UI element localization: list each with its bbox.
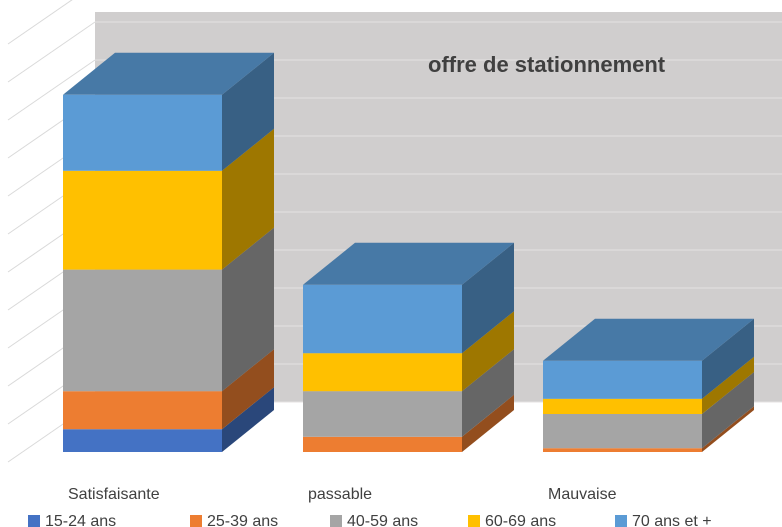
- legend-swatch: [190, 515, 202, 527]
- bar-side: [462, 394, 514, 452]
- bar-segment: [303, 436, 462, 452]
- grid-line: [7, 0, 73, 45]
- legend-label: 15-24 ans: [45, 513, 116, 527]
- bar-segment: [303, 353, 462, 392]
- bar-side: [462, 311, 514, 392]
- bar-segment: [543, 398, 702, 414]
- bar-top: [303, 242, 514, 285]
- bar-top: [63, 52, 274, 95]
- grid-line: [7, 21, 96, 83]
- bar-segment: [63, 94, 222, 171]
- bar-side: [702, 372, 754, 449]
- bar-segment: [543, 360, 702, 399]
- bar-side: [462, 242, 514, 354]
- bar-segment: [63, 391, 222, 430]
- legend-label: 60-69 ans: [485, 513, 556, 527]
- legend-label: 25-39 ans: [207, 513, 278, 527]
- legend-swatch: [468, 515, 480, 527]
- bar-segment: [543, 448, 702, 452]
- bar-side: [462, 349, 514, 437]
- bar-side: [222, 227, 274, 392]
- bar-side: [702, 318, 754, 399]
- bar-segment: [303, 391, 462, 437]
- x-tick-label: Satisfaisante: [68, 486, 160, 503]
- legend-swatch: [615, 515, 627, 527]
- bar-side: [702, 356, 754, 414]
- legend-swatch: [330, 515, 342, 527]
- bar-segment: [303, 284, 462, 354]
- x-tick-label: Mauvaise: [548, 486, 617, 503]
- bar-side: [702, 406, 754, 452]
- bar-side: [222, 52, 274, 171]
- legend-label: 70 ans et +: [632, 513, 712, 527]
- x-tick-label: passable: [308, 486, 372, 503]
- bar-side: [222, 387, 274, 452]
- legend-swatch: [28, 515, 40, 527]
- chart-title: offre de stationnement: [428, 52, 666, 77]
- bar-segment: [63, 170, 222, 270]
- bar-segment: [63, 429, 222, 452]
- bar-side: [222, 128, 274, 270]
- bar-segment: [543, 414, 702, 449]
- legend-label: 40-59 ans: [347, 513, 418, 527]
- bar-top: [543, 318, 754, 361]
- bar-segment: [63, 269, 222, 392]
- grid-line: [7, 59, 96, 121]
- bar-side: [222, 349, 274, 430]
